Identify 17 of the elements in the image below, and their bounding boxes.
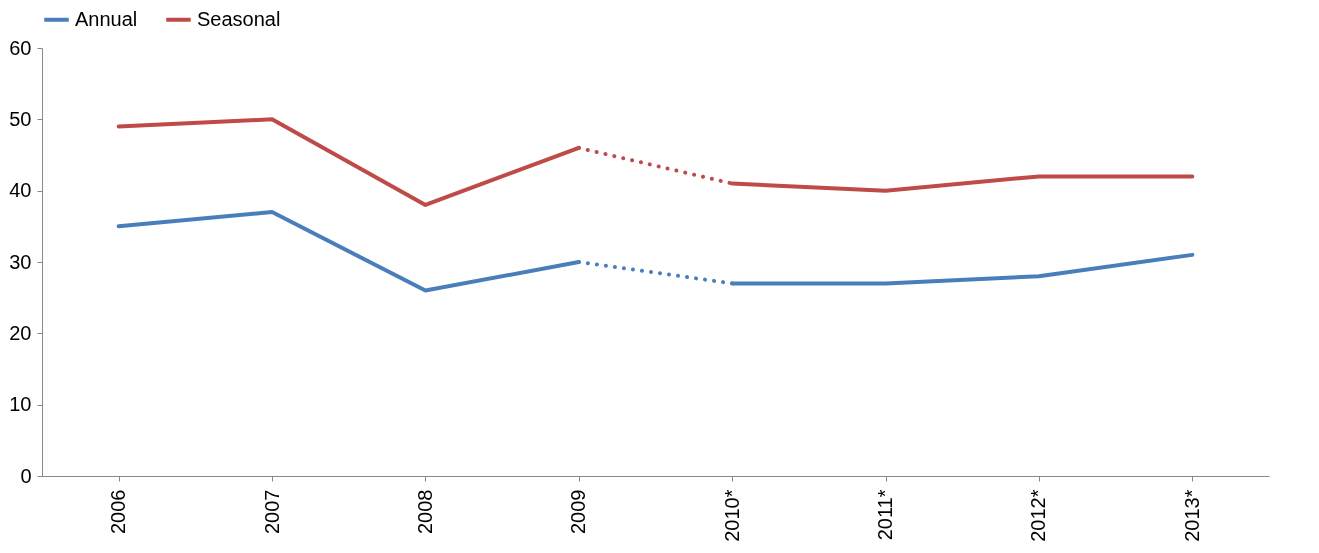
x-tick-label: 2009 [567,489,590,534]
x-tick-label: 2011* [874,489,897,541]
x-tick-label: 2008 [413,489,436,534]
y-tick-label: 10 [9,393,32,416]
y-tick-label: 60 [9,36,32,59]
y-tick-label: 0 [20,464,32,487]
y-tick-label: 50 [9,107,32,130]
legend-label: Seasonal [197,7,281,30]
x-tick-label: 2007 [260,489,283,534]
y-tick-label: 40 [9,179,32,202]
y-tick-label: 30 [9,250,32,273]
x-tick-label: 2012* [1027,489,1050,542]
x-tick-label: 2010* [720,489,743,542]
legend-label: Annual [75,7,138,30]
y-tick-label: 20 [9,321,32,344]
x-tick-label: 2013* [1180,489,1203,542]
x-tick-label: 2006 [107,489,130,534]
